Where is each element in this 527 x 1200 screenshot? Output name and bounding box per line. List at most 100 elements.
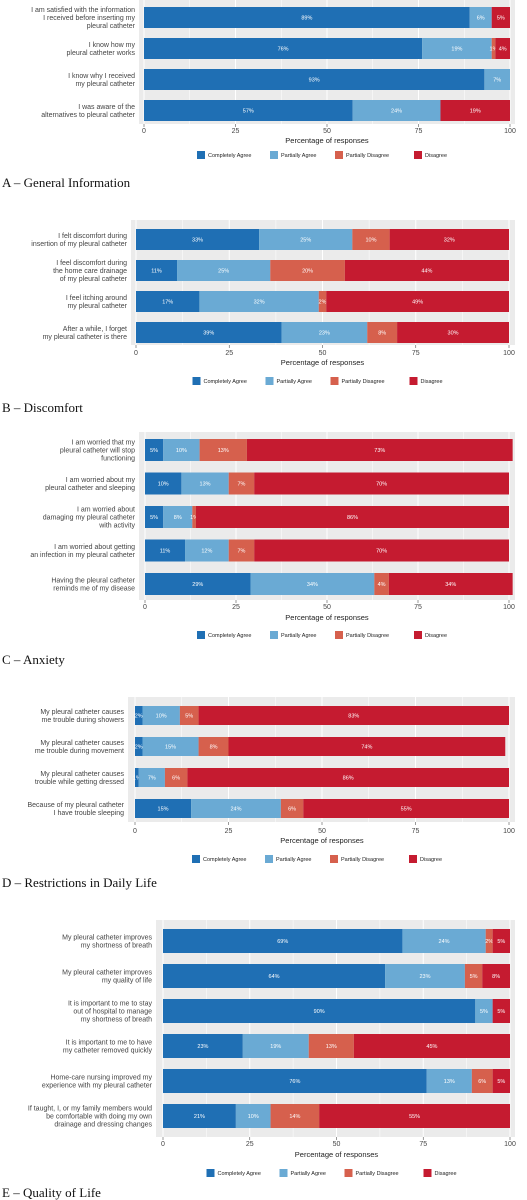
value-label: 30% — [448, 331, 459, 337]
value-label: 55% — [409, 1114, 420, 1120]
legend-swatch — [330, 377, 339, 385]
value-label: 15% — [165, 745, 176, 751]
chart-e: 69% 24% 2% 5% My pleural catheter improves my… — [2, 920, 516, 1200]
bar-segment — [163, 1069, 427, 1093]
tick-label: 0 — [161, 1141, 165, 1148]
bar-segment — [326, 291, 509, 312]
legend-label: Partially Agree — [291, 1171, 326, 1177]
bar-segment — [353, 1034, 510, 1058]
legend-label: Partially Disagree — [346, 153, 389, 159]
category-label: I am satisfied with the information I rec… — [31, 7, 136, 30]
value-label: 83% — [348, 714, 359, 720]
legend-label: Disagree — [435, 1171, 457, 1177]
legend-swatch — [279, 1169, 288, 1177]
bar-segment — [228, 737, 506, 756]
value-label: 39% — [203, 331, 214, 337]
value-label: 20% — [302, 269, 313, 275]
legend-swatch — [409, 377, 418, 385]
bar-segment — [145, 472, 182, 495]
bar-segment — [136, 260, 178, 281]
value-label: 15% — [158, 807, 169, 813]
value-label: 5% — [470, 974, 478, 980]
value-label: 2% — [135, 714, 143, 720]
tick-label: 25 — [232, 128, 240, 135]
category-label: I am worried about my pleural catheter an… — [45, 477, 135, 492]
value-label: 76% — [278, 47, 289, 53]
bar-segment — [492, 1069, 510, 1093]
value-label: 13% — [200, 482, 211, 488]
category-label: Home-care nursing improved my experience … — [42, 1074, 153, 1089]
bar-segment — [135, 799, 192, 818]
value-label: 21% — [194, 1114, 205, 1120]
bar-segment — [179, 706, 199, 725]
legend-label: Partially Disagree — [342, 379, 385, 385]
legend-swatch — [335, 151, 343, 159]
value-label: 70% — [376, 482, 387, 488]
bar-segment — [163, 964, 386, 988]
tick-label: 100 — [503, 604, 515, 611]
legend-label: Partially Disagree — [356, 1171, 399, 1177]
bar-segment — [144, 69, 485, 90]
value-label: 34% — [307, 582, 318, 588]
chart-caption: E – Quality of Life — [2, 1185, 101, 1200]
bar-segment — [181, 472, 229, 495]
x-axis-title: Percentage of responses — [280, 836, 364, 845]
tick-label: 0 — [134, 350, 138, 357]
bar-segment — [187, 768, 510, 787]
value-label: 4% — [499, 47, 507, 53]
value-label: 19% — [451, 47, 462, 53]
bar-segment — [136, 322, 282, 343]
legend-swatch — [409, 855, 417, 863]
bar-segment — [246, 439, 513, 461]
value-label: 11% — [160, 549, 171, 555]
value-label: 69% — [277, 939, 288, 945]
bar-segment — [471, 1069, 493, 1093]
legend-swatch — [414, 151, 422, 159]
value-label: 86% — [343, 776, 354, 782]
value-label: 45% — [426, 1044, 437, 1050]
value-label: 14% — [289, 1114, 300, 1120]
tick-label: 0 — [133, 828, 137, 835]
value-label: 25% — [218, 269, 229, 275]
legend-swatch — [330, 855, 338, 863]
value-label: 6% — [288, 807, 296, 813]
bar-segment — [198, 706, 509, 725]
bar-segment — [192, 506, 196, 528]
value-label: 1% — [490, 47, 498, 53]
bar-segment — [270, 260, 345, 281]
value-label: 90% — [314, 1009, 325, 1015]
bar-segment — [367, 322, 398, 343]
bar-segment — [280, 799, 304, 818]
value-label: 23% — [197, 1044, 208, 1050]
value-label: 33% — [192, 238, 203, 244]
value-label: 10% — [365, 238, 376, 244]
bar-segment — [402, 929, 486, 953]
bar-segment — [464, 964, 483, 988]
value-label: 10% — [158, 482, 169, 488]
value-label: 13% — [218, 448, 229, 454]
tick-label: 50 — [323, 604, 331, 611]
value-label: 8% — [210, 745, 218, 751]
value-label: 13% — [444, 1079, 455, 1085]
bar-segment — [385, 964, 465, 988]
bar-segment — [422, 38, 492, 59]
legend-label: Partially Disagree — [346, 633, 389, 639]
value-label: 93% — [309, 78, 320, 84]
legend-label: Completely Agree — [204, 379, 247, 385]
bar-segment — [495, 38, 510, 59]
legend-swatch — [197, 151, 205, 159]
tick-label: 75 — [414, 604, 422, 611]
tick-label: 75 — [412, 828, 420, 835]
x-axis-title: Percentage of responses — [285, 136, 369, 145]
bar-segment — [177, 260, 271, 281]
tick-label: 100 — [503, 350, 515, 357]
category-label: I feel discomfort during the home care dr… — [53, 260, 128, 283]
legend-label: Disagree — [420, 857, 442, 863]
bar-segment — [319, 1104, 510, 1128]
bar-segment — [491, 38, 496, 59]
tick-label: 50 — [318, 828, 326, 835]
legend-label: Completely Agree — [208, 153, 251, 159]
legend-swatch — [192, 855, 200, 863]
value-label: 86% — [347, 515, 358, 521]
legend-swatch — [206, 1169, 215, 1177]
